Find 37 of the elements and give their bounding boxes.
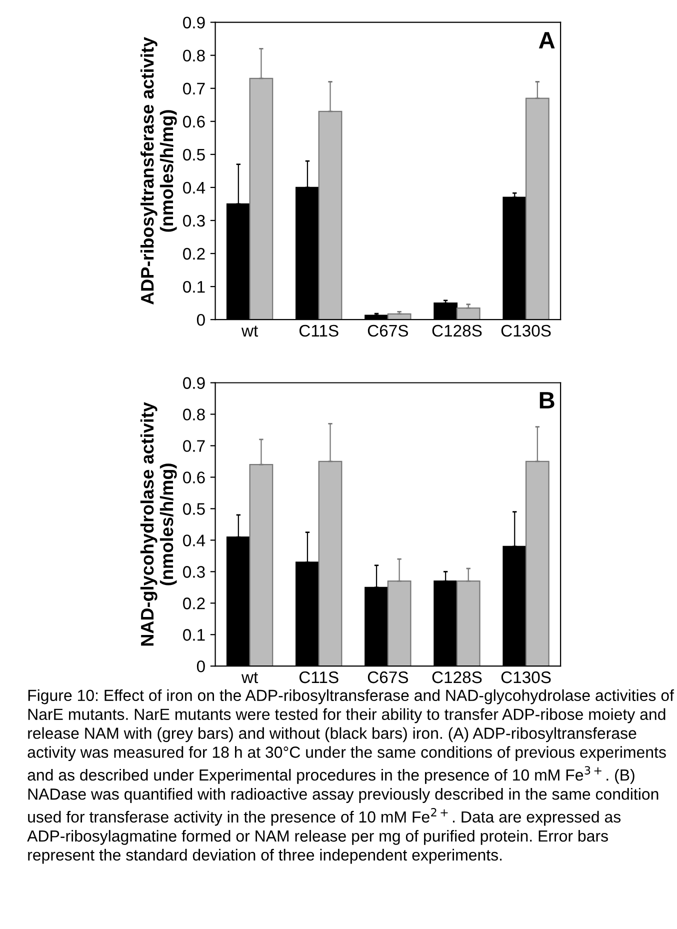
y-axis-title: NAD-glycohydrolase activity (nmoles/h/mg) [140,402,177,646]
y-tick-label: 0.9 [183,377,205,389]
annotation: B [540,392,554,408]
y-tick-label: 0.4 [183,534,206,546]
y-tick-label: 0.3 [183,566,205,578]
y-tick-label: 0 [196,314,205,326]
x-tick-label: wt [241,672,258,684]
y-tick-label: 0.7 [183,440,205,452]
y-tick-label: 0.1 [183,629,205,641]
y-tick-label: 0.3 [183,214,205,227]
y-axis-title: ADP-ribosyltransferase activity (nmoles/h/mg) [140,37,177,304]
y-tick-label: 0.2 [183,248,205,260]
x-tick-label: C11S [299,324,338,337]
bar [387,313,412,320]
y-tick-label: 0.7 [183,82,205,95]
y-tick-label: 0.6 [183,472,205,484]
y-tick-label: 0.4 [183,182,206,194]
y-tick-label: 0.9 [183,16,205,28]
bar [456,307,480,320]
x-tick-label: wt [241,326,258,337]
y-tick-label: 0.5 [183,503,205,515]
text: Figure 10: Effect of iron on the ADP-ribosyltransferase and NAD-glycohydrolase activities of NarE mutants. NarE mutants were tested for their ability to transfer ADP-ribose moiety and release NAM with (grey bars) and without (black bars) iron. (A) ADP-ribosyltransferase activity was measured for 18 h at 30°C under the same conditions of previous experiments and as described under Experimental procedures in the presence of 10 mM Fe$^{3+}$. (B) NADase was quantified with radioactive assay previously described in the same condition used for transferase activity in the presence of 10 mM Fe$^{2+}$. Data are expressed as ADP-ribosylagmatine formed or NAM release per mg of purified protein. Error bars represent the standard deviation of three independent experiments. [27,689,674,864]
y-tick-label: 0.6 [183,116,205,128]
y-tick-label: 0 [196,660,205,672]
y-tick-label: 0.8 [183,408,205,420]
x-tick-label: C11S [299,671,338,684]
x-tick-label: C67S [368,324,408,337]
y-tick-label: 0.2 [183,598,205,610]
annotation: A [538,32,555,48]
x-tick-label: C128S [432,324,482,337]
y-tick-label: 0.8 [183,50,205,62]
x-tick-label: C130S [501,324,551,337]
x-tick-label: C67S [368,671,408,684]
x-tick-label: C130S [501,671,551,684]
y-tick-label: 0.5 [183,148,205,161]
x-tick-label: C128S [432,671,482,684]
y-tick-label: 0.1 [183,280,205,293]
